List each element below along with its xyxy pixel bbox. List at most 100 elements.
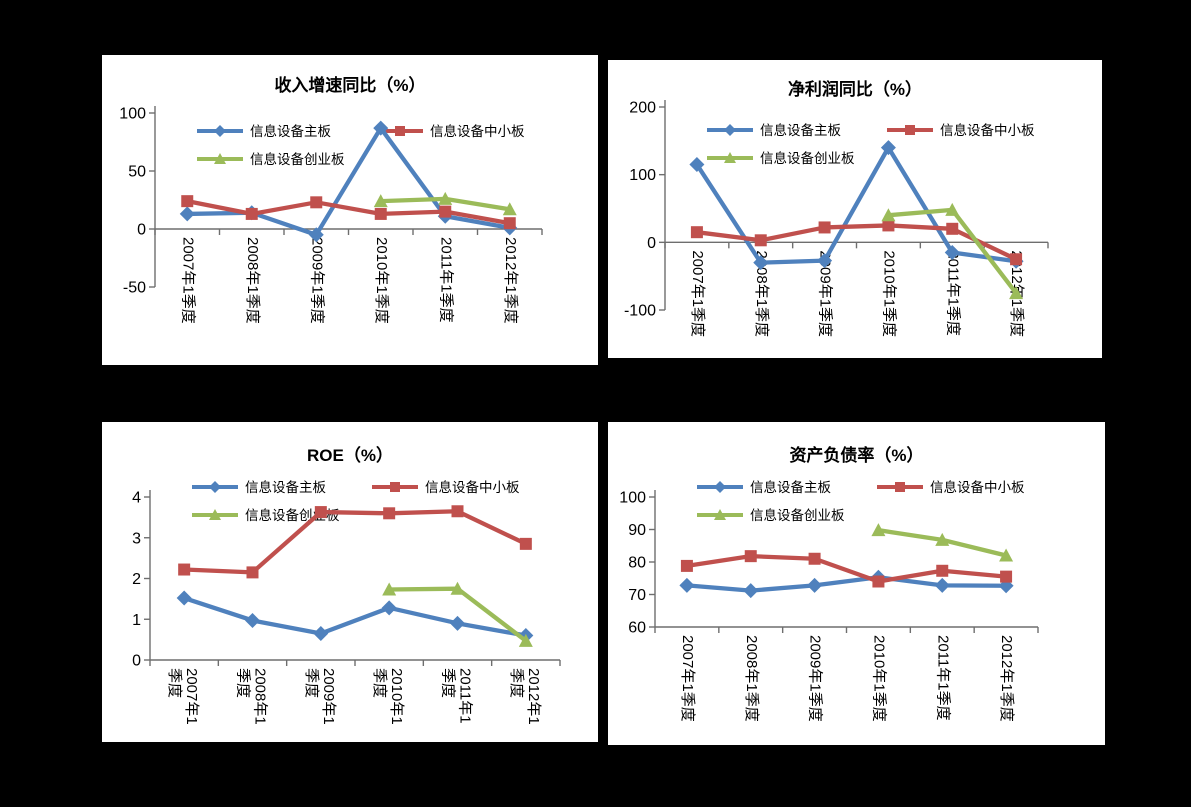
y-tick-label: 60 (628, 620, 646, 637)
x-tick-label: 2008年1季度 (753, 250, 770, 337)
legend-label: 信息设备主板 (750, 479, 831, 495)
asset-liability-ratio-chart: 资产负债率（%） 100 90 80 70 60 2007年1季度 2008年1季度 2009年… (619, 445, 1039, 722)
triangle-legend-marker-icon (214, 153, 226, 164)
square-data-marker-icon (310, 196, 323, 209)
y-tick-label: 100 (119, 106, 146, 123)
square-data-marker-icon (451, 505, 464, 518)
series-revenue-growth-yoy-1 (181, 195, 516, 230)
chart-title: 净利润同比（%） (788, 79, 922, 99)
square-legend-marker-icon (390, 482, 400, 492)
x-tick-label: 2011年1季度 (934, 635, 951, 721)
triangle-data-marker-icon (382, 582, 397, 596)
square-data-marker-icon (519, 537, 532, 550)
y-tick-label: 1 (132, 612, 141, 629)
diamond-data-marker-icon (308, 227, 324, 243)
x-tick-label: 2012年1季度 (508, 668, 542, 725)
series-asset-liability-ratio-1 (680, 550, 1013, 588)
square-legend-marker-icon (895, 482, 905, 492)
square-data-marker-icon (808, 552, 821, 565)
chart-title: 资产负债率（%） (789, 445, 923, 465)
diamond-data-marker-icon (807, 577, 823, 593)
x-tick-label-line1: 2010年1 (388, 668, 405, 725)
square-data-marker-icon (690, 226, 703, 239)
triangle-data-marker-icon (450, 581, 465, 595)
series-net-profit-yoy-2 (881, 202, 1024, 300)
series-line (684, 553, 1009, 584)
legend-entry-revenue-growth-yoy-1: 信息设备中小板 (377, 123, 525, 139)
series-line (185, 125, 512, 237)
diamond-data-marker-icon (313, 626, 329, 642)
y-tick-label: 50 (128, 164, 146, 181)
triangle-legend-marker-icon (714, 509, 726, 520)
series-roe-1 (178, 505, 532, 579)
series-roe-0 (176, 590, 534, 644)
x-tick-label: 2008年1季度 (743, 635, 760, 722)
x-tick-label-line1: 2012年1 (525, 668, 542, 725)
legend-label: 信息设备中小板 (430, 123, 525, 139)
y-tick-label: -50 (123, 280, 146, 297)
x-tick-label: 2010年1季度 (880, 250, 897, 337)
series-line (694, 145, 1019, 265)
x-tick-label: 2009年1季度 (807, 635, 824, 722)
diamond-data-marker-icon (176, 590, 192, 606)
square-data-marker-icon (181, 195, 194, 208)
triangle-data-marker-icon (502, 202, 517, 216)
x-tick-label: 2010年1季度 (371, 668, 405, 725)
y-tick-label: 100 (619, 490, 646, 507)
square-data-marker-icon (680, 559, 693, 572)
triangle-data-marker-icon (518, 633, 533, 647)
diamond-data-marker-icon (743, 583, 759, 599)
triangle-data-marker-icon (373, 194, 388, 208)
y-tick-label: -100 (624, 303, 656, 320)
square-data-marker-icon (383, 507, 396, 520)
x-tick-label: 2007年1季度 (679, 635, 696, 722)
triangle-legend-marker-icon (724, 152, 736, 163)
panel-net-profit-chart: 净利润同比（%） 200 100 0 -100 2007年1季度 2008年1季度 2009年… (608, 60, 1102, 358)
legend-entry-net-profit-yoy-1: 信息设备中小板 (887, 122, 1035, 138)
square-data-marker-icon (245, 207, 258, 220)
diamond-legend-marker-icon (214, 125, 226, 137)
triangle-data-marker-icon (945, 202, 960, 216)
diamond-data-marker-icon (381, 600, 397, 616)
x-tick-label-line1: 2011年1 (457, 668, 474, 724)
x-tick-label-line2: 季度 (440, 668, 457, 698)
triangle-legend-marker-icon (209, 509, 221, 520)
triangle-data-marker-icon (999, 548, 1014, 562)
legend-entry-asset-liability-ratio-0: 信息设备主板 (697, 479, 831, 495)
x-tick-label-line1: 2009年1 (320, 668, 337, 725)
diamond-data-marker-icon (373, 120, 389, 136)
y-tick-label: 0 (647, 235, 656, 252)
square-data-marker-icon (1010, 253, 1023, 266)
panel-roe-chart: ROE（%） 4 3 2 1 0 2007年1季度 2008年1季度 2009年1季度 2010年… (102, 422, 598, 742)
x-tick-label-line1: 2007年1 (183, 668, 200, 725)
panel-asset-liability-chart: 资产负债率（%） 100 90 80 70 60 2007年1季度 2008年1季度 2009年… (608, 422, 1105, 745)
square-data-marker-icon (946, 222, 959, 235)
series-line (185, 199, 512, 226)
legend-entry-roe-1: 信息设备中小板 (372, 479, 520, 495)
series-net-profit-yoy-1 (690, 219, 1023, 266)
series-line (694, 223, 1019, 262)
y-tick-label: 90 (628, 522, 646, 539)
square-data-marker-icon (246, 566, 259, 579)
x-tick-label: 2012年1季度 (998, 635, 1015, 722)
legend-label: 信息设备中小板 (425, 479, 520, 495)
triangle-data-marker-icon (881, 208, 896, 222)
legend-label: 信息设备中小板 (940, 122, 1035, 138)
diamond-data-marker-icon (245, 612, 260, 628)
square-data-marker-icon (818, 221, 831, 234)
legend-label: 信息设备中小板 (930, 479, 1025, 495)
x-tick-label-line2: 季度 (303, 668, 320, 698)
legend-label: 信息设备主板 (760, 122, 841, 138)
x-tick-label: 2011年1季度 (437, 237, 454, 323)
diamond-data-marker-icon (817, 253, 833, 269)
x-tick-label: 2007年1季度 (166, 668, 200, 725)
x-tick-label: 2011年1季度 (440, 668, 474, 724)
x-tick-label: 2011年1季度 (944, 250, 961, 336)
x-tick-label-line1: 2008年1 (252, 668, 269, 725)
chart-title: ROE（%） (307, 445, 393, 465)
y-tick-label: 200 (629, 100, 656, 117)
x-tick-label-line2: 季度 (235, 668, 252, 698)
square-data-marker-icon (439, 205, 452, 218)
